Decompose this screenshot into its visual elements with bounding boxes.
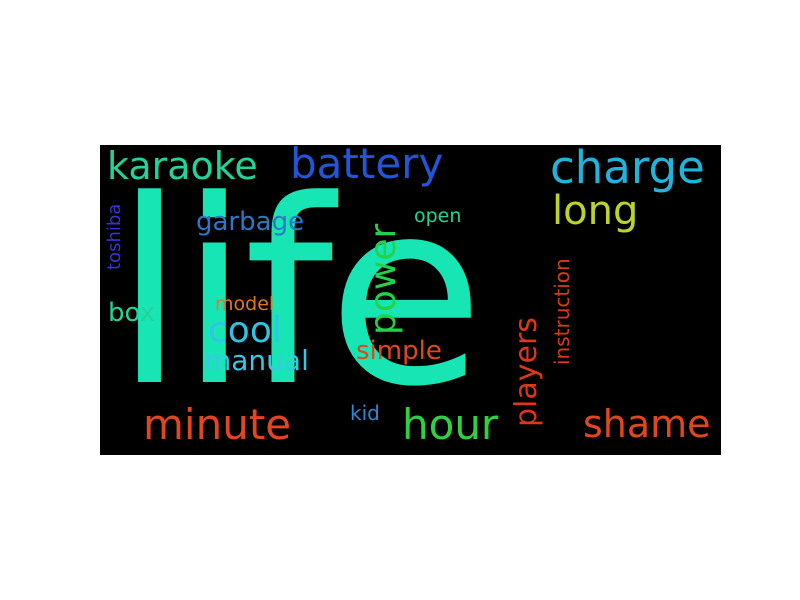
word-box: box bbox=[108, 298, 155, 328]
word-hour: hour bbox=[402, 400, 499, 449]
word-open: open bbox=[414, 205, 462, 227]
word-toshiba: toshiba bbox=[104, 203, 125, 270]
word-kid: kid bbox=[350, 401, 380, 425]
word-instruction: instruction bbox=[550, 258, 574, 365]
word-shame: shame bbox=[583, 402, 711, 446]
word-cool: cool bbox=[208, 310, 282, 351]
word-manual: manual bbox=[204, 344, 309, 377]
word-cloud: life karaoke battery charge long garbage… bbox=[100, 145, 721, 455]
word-garbage: garbage bbox=[196, 207, 305, 237]
word-long: long bbox=[552, 188, 639, 234]
word-battery: battery bbox=[290, 145, 444, 188]
word-simple: simple bbox=[356, 336, 442, 366]
word-charge: charge bbox=[550, 145, 705, 194]
word-players: players bbox=[509, 317, 544, 427]
word-karaoke: karaoke bbox=[107, 145, 258, 188]
word-minute: minute bbox=[143, 400, 292, 449]
word-life: life bbox=[114, 146, 484, 443]
word-power: power bbox=[363, 223, 404, 335]
word-model: model bbox=[215, 293, 275, 315]
